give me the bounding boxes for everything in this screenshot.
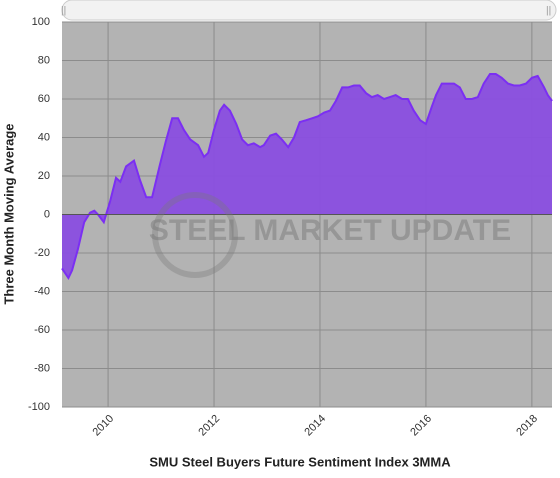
watermark: STEEL MARKET UPDATE [149, 214, 511, 247]
y-tick-label: -60 [34, 324, 50, 336]
x-axis-label: SMU Steel Buyers Future Sentiment Index … [149, 454, 451, 469]
x-tick-label: 2016 [408, 413, 434, 439]
y-axis-label: Three Month Moving Average [1, 123, 16, 304]
y-tick-label: -20 [34, 247, 50, 259]
y-tick-label: -40 [34, 285, 50, 297]
y-tick-label: 20 [38, 170, 50, 182]
y-tick-label: 100 [32, 16, 50, 28]
x-tick-label: 2010 [90, 413, 116, 439]
x-tick-label: 2018 [514, 413, 540, 439]
watermark-logo [152, 192, 238, 278]
y-tick-label: 60 [38, 93, 50, 105]
scrollbar[interactable] [61, 0, 557, 21]
area-fill [62, 74, 552, 278]
y-tick-label: -100 [28, 401, 50, 413]
y-tick-label: 0 [44, 208, 50, 220]
area-line [61, 73, 553, 281]
y-tick-label: 80 [38, 54, 50, 66]
x-tick-label: 2012 [196, 413, 222, 439]
y-tick-label: -80 [34, 362, 50, 374]
scroll-handle[interactable]: || [61, 6, 66, 17]
x-tick-label: 2014 [302, 413, 328, 439]
y-tick-label: 40 [38, 131, 50, 143]
scroll-handle[interactable]: || [546, 6, 551, 17]
